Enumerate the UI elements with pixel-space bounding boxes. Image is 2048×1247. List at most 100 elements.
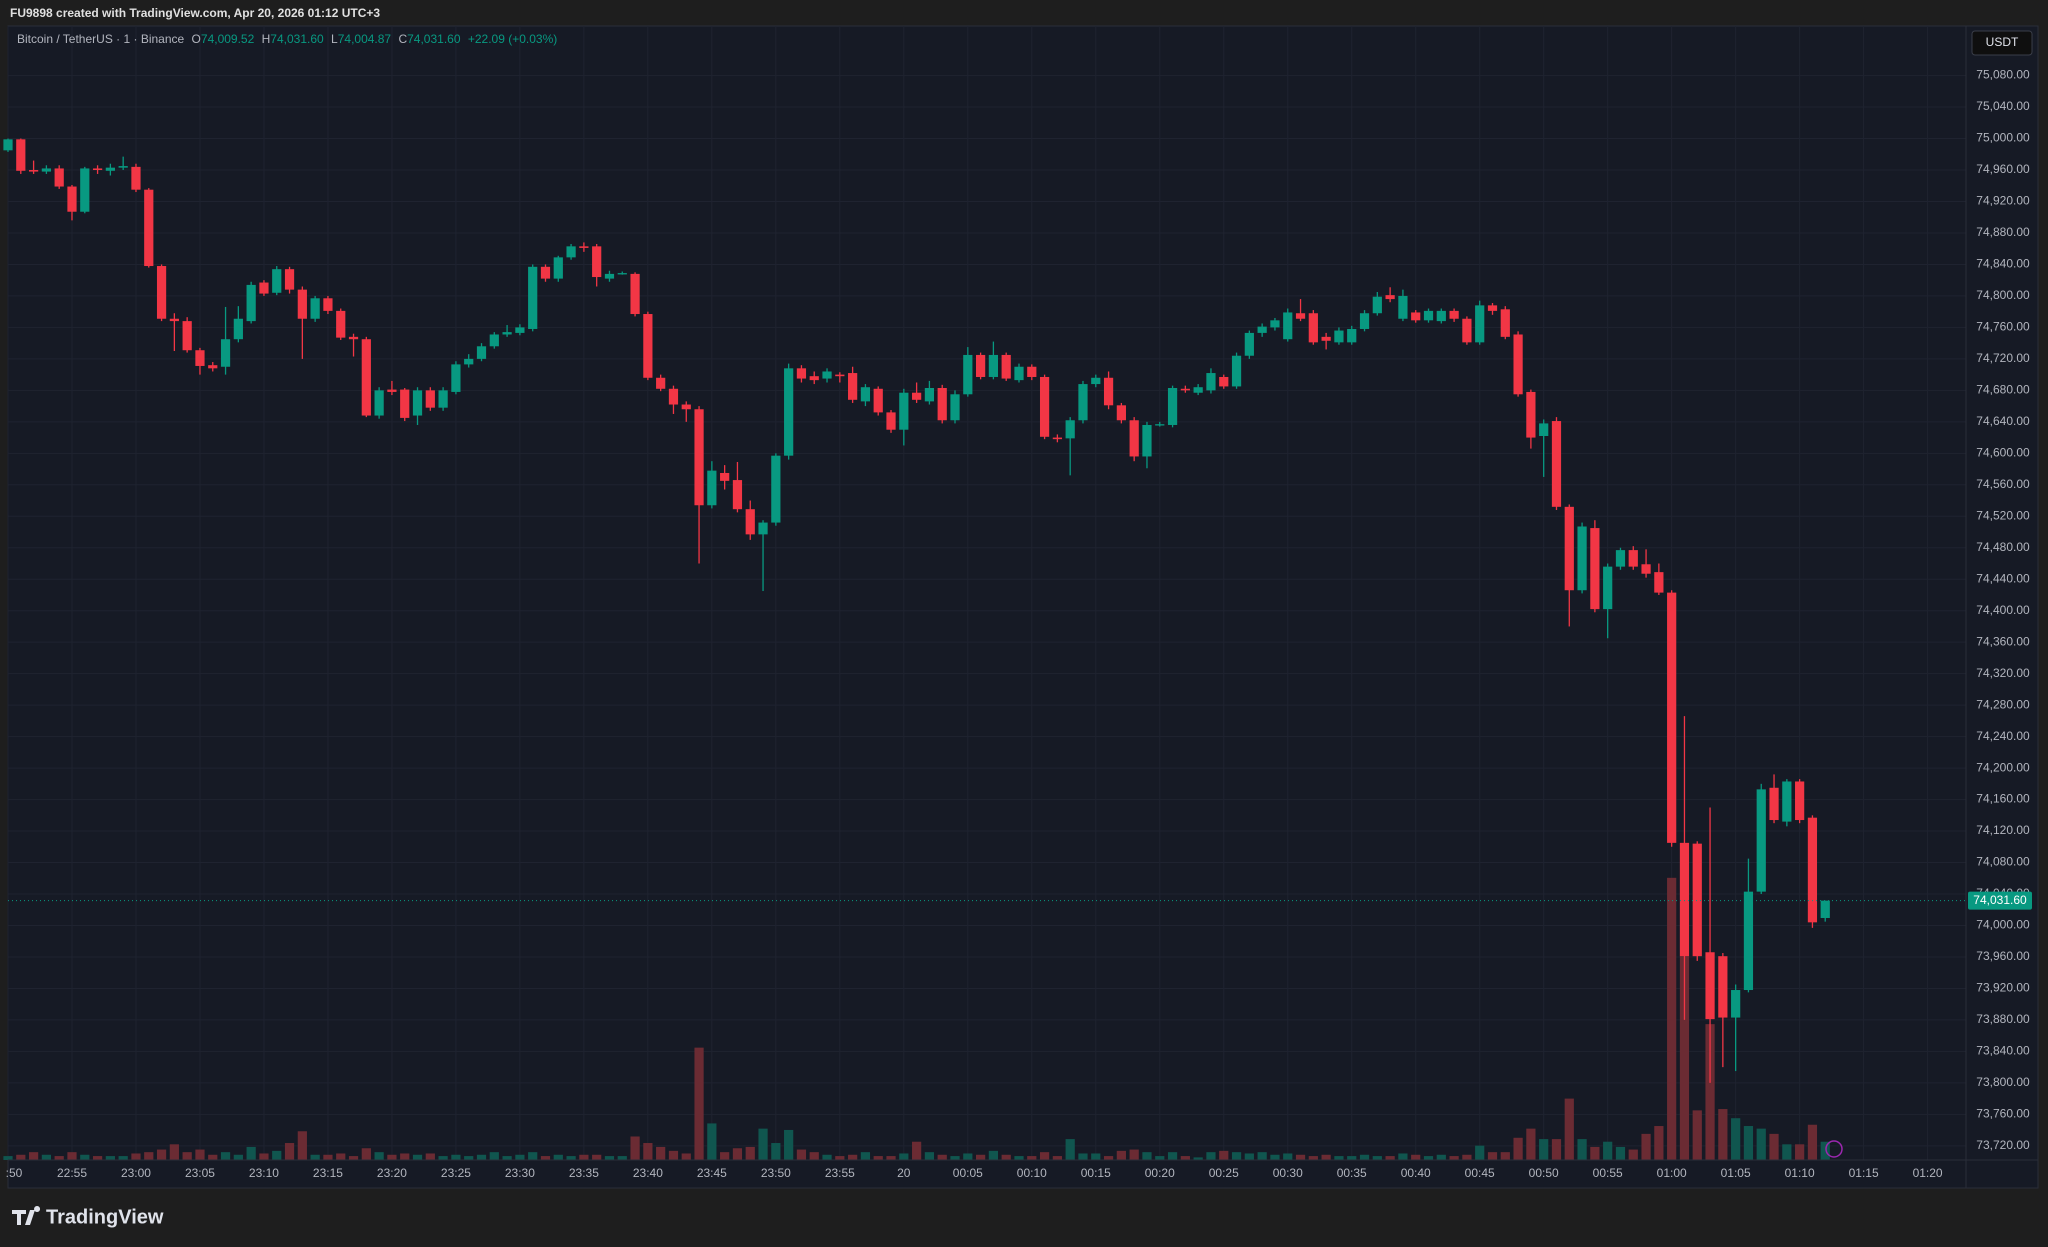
candle-body bbox=[1206, 373, 1216, 391]
x-tick-label: 23:10 bbox=[249, 1166, 279, 1180]
currency-label[interactable]: USDT bbox=[1986, 35, 2019, 49]
volume-bar bbox=[988, 1150, 999, 1160]
candle-body bbox=[259, 282, 269, 294]
candle-body bbox=[502, 332, 512, 335]
x-tick-label: 23:35 bbox=[569, 1166, 599, 1180]
volume-bar bbox=[272, 1150, 282, 1160]
volume-bar bbox=[1039, 1152, 1050, 1160]
candle-body bbox=[169, 318, 179, 322]
volume-bar bbox=[707, 1123, 717, 1160]
volume-bar bbox=[835, 1156, 845, 1160]
candle-body bbox=[54, 168, 64, 187]
volume-bar bbox=[1603, 1141, 1613, 1160]
legend-change: +22.09 (+0.03%) bbox=[468, 32, 557, 46]
candle-body bbox=[540, 266, 551, 279]
candle-body bbox=[1103, 377, 1114, 406]
volume-bar bbox=[169, 1144, 179, 1160]
candle-body bbox=[668, 388, 679, 405]
volume-bar bbox=[809, 1152, 819, 1160]
volume-bar bbox=[1295, 1154, 1306, 1160]
candle-body bbox=[1167, 387, 1178, 425]
y-tick-label: 74,560.00 bbox=[1976, 477, 2030, 491]
candle-body bbox=[297, 289, 307, 319]
candle-body bbox=[1718, 956, 1728, 1018]
volume-bar bbox=[361, 1148, 371, 1160]
volume-bar bbox=[1244, 1153, 1254, 1160]
volume-bar bbox=[348, 1156, 359, 1160]
candle-body bbox=[1295, 313, 1306, 319]
candle-body bbox=[924, 387, 935, 402]
x-tick-label: 20 bbox=[897, 1166, 911, 1180]
candle-body bbox=[681, 404, 691, 410]
volume-bar bbox=[1782, 1144, 1792, 1160]
chart-panel bbox=[7, 25, 2039, 1189]
volume-bar bbox=[92, 1156, 103, 1160]
volume-bar bbox=[1539, 1139, 1549, 1160]
candle-body bbox=[604, 273, 615, 279]
y-tick-label: 74,880.00 bbox=[1976, 225, 2030, 239]
alert-icon bbox=[1825, 1140, 1843, 1158]
volume-bar bbox=[1052, 1156, 1062, 1160]
candle-body bbox=[1577, 526, 1587, 591]
currency-button[interactable] bbox=[1971, 30, 2033, 56]
candle-body bbox=[451, 364, 461, 392]
candle-body bbox=[1769, 787, 1779, 821]
volume-bar bbox=[1321, 1154, 1331, 1160]
volume-bar bbox=[105, 1156, 115, 1160]
y-tick-label: 74,440.00 bbox=[1976, 571, 2030, 585]
volume-bar bbox=[630, 1136, 640, 1160]
volume-bar bbox=[1679, 956, 1690, 1160]
volume-bar bbox=[412, 1154, 423, 1160]
candle-body bbox=[105, 167, 115, 171]
x-tick-label: 00:55 bbox=[1593, 1166, 1623, 1180]
candle-body bbox=[758, 522, 768, 535]
volume-bar bbox=[1807, 1124, 1818, 1160]
volume-bar bbox=[1116, 1150, 1126, 1160]
candle-body bbox=[348, 336, 359, 340]
candle-body bbox=[195, 350, 205, 366]
volume-bar bbox=[1398, 1153, 1408, 1160]
x-tick-label: 01:15 bbox=[1849, 1166, 1879, 1180]
candle-body bbox=[438, 390, 448, 408]
candle-body bbox=[860, 387, 871, 402]
candle-body bbox=[323, 298, 333, 311]
y-tick-label: 73,720.00 bbox=[1976, 1138, 2030, 1152]
candle-body bbox=[822, 371, 832, 379]
volume-bar bbox=[617, 1156, 627, 1160]
y-tick-label: 73,840.00 bbox=[1976, 1044, 2030, 1058]
volume-bar bbox=[681, 1153, 691, 1160]
volume-bar bbox=[1654, 1126, 1664, 1160]
volume-bar bbox=[732, 1148, 743, 1160]
candle-body bbox=[950, 394, 960, 421]
candle-body bbox=[1756, 789, 1766, 892]
footer-text: TradingView bbox=[46, 1206, 164, 1228]
volume-bar bbox=[1193, 1157, 1203, 1160]
x-tick-label: 00:50 bbox=[1529, 1166, 1559, 1180]
volume-bar bbox=[1705, 1024, 1715, 1160]
volume-bar bbox=[1078, 1153, 1088, 1160]
candle-body bbox=[1615, 550, 1626, 567]
volume-bar bbox=[1795, 1144, 1805, 1160]
volume-bar bbox=[758, 1128, 768, 1160]
volume-bar bbox=[387, 1154, 397, 1160]
candle-body bbox=[886, 412, 896, 430]
x-tick-label: 23:45 bbox=[697, 1166, 727, 1180]
volume-bar bbox=[1347, 1156, 1357, 1160]
volume-bar bbox=[540, 1156, 551, 1160]
volume-bar bbox=[592, 1154, 602, 1160]
candle-body bbox=[1385, 295, 1395, 300]
candle-body bbox=[1078, 384, 1088, 421]
candle-body bbox=[553, 257, 563, 279]
x-tick-label: 23:25 bbox=[441, 1166, 471, 1180]
volume-bar bbox=[374, 1152, 384, 1160]
candle-body bbox=[1679, 842, 1690, 957]
x-tick-label: 01:00 bbox=[1657, 1166, 1687, 1180]
volume-bar bbox=[1487, 1152, 1498, 1160]
candle-body bbox=[1513, 334, 1523, 395]
x-tick-label: 23:05 bbox=[185, 1166, 215, 1180]
x-tick-label: 23:15 bbox=[313, 1166, 343, 1180]
candle-body bbox=[1091, 377, 1101, 385]
y-tick-label: 74,280.00 bbox=[1976, 697, 2030, 711]
candle-body bbox=[1193, 387, 1203, 393]
volume-bar bbox=[1155, 1156, 1165, 1160]
